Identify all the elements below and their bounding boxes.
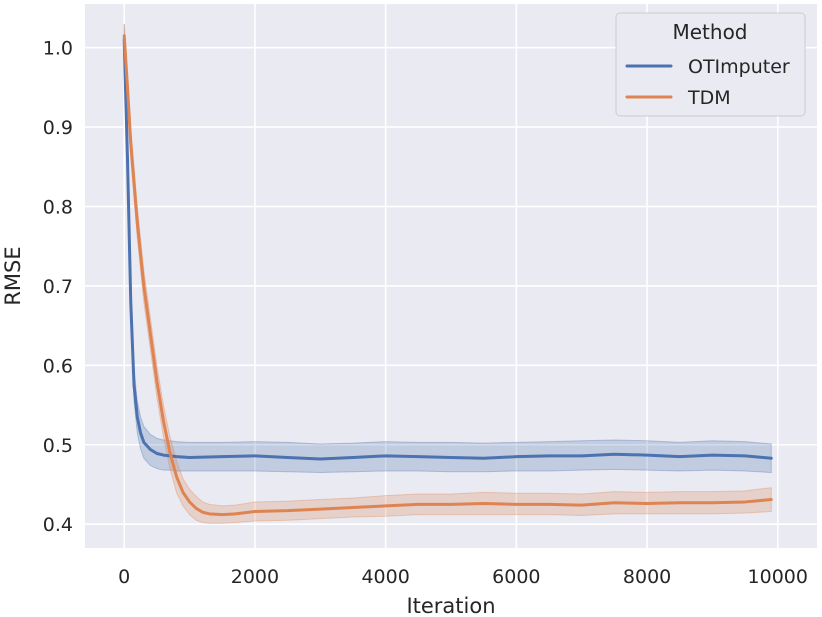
legend-title: Method <box>672 20 747 44</box>
series-lines <box>122 34 773 517</box>
y-tick-label: 0.7 <box>43 276 73 298</box>
x-tick-label: 8000 <box>623 566 671 588</box>
x-tick-label: 2000 <box>231 566 279 588</box>
series-line-tdm <box>122 34 773 517</box>
y-axis-ticks: 0.4 0.5 0.6 0.7 0.8 0.9 1.0 <box>43 38 73 536</box>
x-axis-label: Iteration <box>406 594 495 617</box>
y-tick-label: 0.9 <box>43 117 73 139</box>
y-axis-label: RMSE <box>1 246 25 305</box>
legend-label-otimputer: OTImputer <box>688 56 790 78</box>
series-line-otimputer <box>122 38 773 461</box>
x-tick-label: 10000 <box>748 566 808 588</box>
legend: Method OTImputer TDM <box>615 12 806 117</box>
legend-box <box>615 12 806 117</box>
confidence-bands <box>123 23 772 524</box>
y-tick-label: 0.5 <box>43 435 73 457</box>
y-tick-label: 0.4 <box>43 514 73 536</box>
confidence-band-tdm <box>123 23 772 524</box>
x-axis-ticks: 0 2000 4000 6000 8000 10000 <box>118 566 808 588</box>
x-tick-label: 0 <box>118 566 130 588</box>
grid-lines <box>85 4 817 548</box>
x-tick-label: 4000 <box>361 566 409 588</box>
x-tick-label: 6000 <box>492 566 540 588</box>
y-tick-label: 1.0 <box>43 38 73 60</box>
legend-label-tdm: TDM <box>687 87 731 109</box>
y-tick-label: 0.8 <box>43 197 73 219</box>
y-tick-label: 0.6 <box>43 355 73 377</box>
confidence-band-otimputer <box>123 23 772 474</box>
